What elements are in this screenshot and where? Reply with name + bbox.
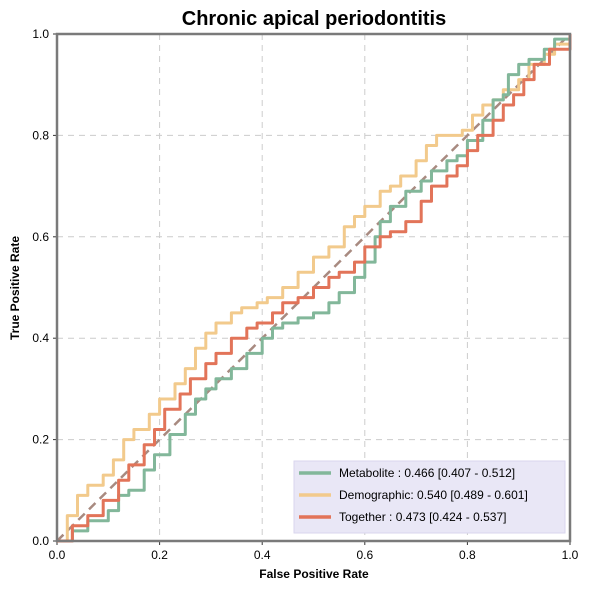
- chart-title: Chronic apical periodontitis: [182, 8, 446, 30]
- y-tick-label: 0.2: [32, 433, 49, 447]
- x-tick-label: 0.8: [459, 548, 476, 562]
- legend-entries: Metabolite : 0.466 [0.407 - 0.512] Demogr…: [299, 466, 528, 524]
- y-tick-label: 0.8: [32, 128, 49, 142]
- grid-lines: [57, 34, 570, 541]
- x-tick-label: 0.4: [254, 548, 271, 562]
- x-tick-label: 0.0: [49, 548, 66, 562]
- legend-label-demographic: Demographic: 0.540 [0.489 - 0.601]: [339, 488, 528, 502]
- legend-label-metabolite: Metabolite : 0.466 [0.407 - 0.512]: [339, 466, 515, 480]
- roc-curve-together: [57, 34, 572, 543]
- axis-ticks: 0.0 0.2 0.4 0.6 0.8 1.0 0.0 0.2 0.4 0.6 0.8 1.0: [32, 27, 578, 562]
- x-tick-label: 1.0: [562, 548, 579, 562]
- y-tick-label: 1.0: [32, 27, 49, 41]
- x-axis-title: False Positive Rate: [259, 567, 369, 581]
- legend-box: [293, 460, 566, 534]
- y-tick-label: 0.6: [32, 230, 49, 244]
- roc-curves: [57, 34, 572, 543]
- y-tick-label: 0.4: [32, 331, 49, 345]
- x-tick-label: 0.6: [356, 548, 373, 562]
- legend-label-together: Together : 0.473 [0.424 - 0.537]: [339, 510, 506, 524]
- roc-curve-demographic: [57, 34, 572, 543]
- y-tick-label: 0.0: [32, 534, 49, 548]
- y-axis-title: True Positive Rate: [8, 236, 22, 340]
- plot-frame: [55, 32, 572, 543]
- legend: Metabolite : 0.466 [0.407 - 0.512] Demogr…: [293, 460, 566, 534]
- x-tick-label: 0.2: [151, 548, 168, 562]
- roc-curve-metabolite: [57, 34, 572, 543]
